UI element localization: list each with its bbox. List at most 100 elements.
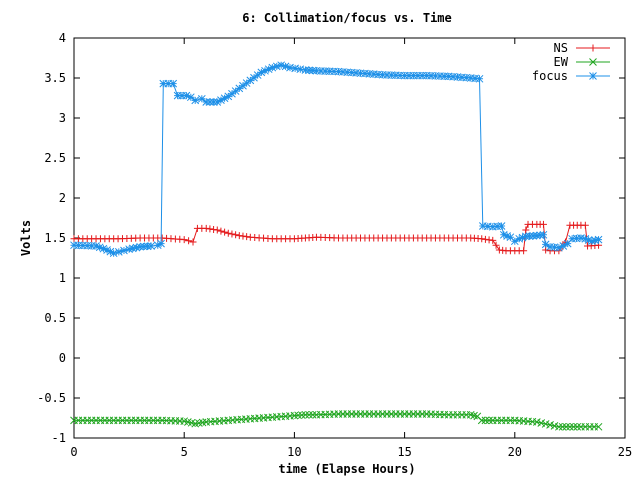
data-point <box>503 232 511 240</box>
data-point <box>305 66 313 75</box>
data-point <box>489 236 497 244</box>
data-point <box>206 225 214 233</box>
data-point <box>558 422 567 431</box>
legend-marker <box>589 58 597 66</box>
data-point <box>147 242 155 250</box>
data-point <box>581 234 590 243</box>
data-point <box>264 65 273 74</box>
data-point <box>321 67 330 75</box>
y-tick-label: 3 <box>59 111 66 125</box>
data-point <box>312 66 321 75</box>
data-point <box>493 222 502 231</box>
data-point <box>485 236 493 244</box>
chart-title: 6: Collimation/focus vs. Time <box>242 11 452 25</box>
data-point <box>453 73 462 81</box>
data-point <box>541 240 550 249</box>
data-point <box>221 228 229 236</box>
data-point <box>250 73 258 82</box>
legend-marker <box>589 44 597 52</box>
x-axis-label: time (Elapse Hours) <box>278 462 415 476</box>
x-tick-label: 0 <box>70 445 77 459</box>
data-point <box>481 416 490 425</box>
data-point <box>462 73 471 82</box>
data-point <box>525 232 534 240</box>
series-line-focus <box>73 64 599 254</box>
data-point <box>478 222 487 230</box>
data-point <box>339 68 347 76</box>
data-point <box>577 234 585 242</box>
data-point <box>529 232 538 240</box>
data-point <box>343 68 352 77</box>
data-point <box>277 61 286 70</box>
data-point <box>471 74 479 83</box>
data-point <box>387 71 396 79</box>
x-tick-label: 5 <box>181 445 188 459</box>
data-point <box>305 410 313 419</box>
data-point <box>224 229 232 237</box>
data-point <box>253 71 262 79</box>
data-point <box>296 65 305 74</box>
data-point <box>481 235 489 243</box>
data-point <box>369 70 378 79</box>
data-point <box>297 411 306 419</box>
data-point <box>139 242 148 251</box>
data-point <box>232 231 240 239</box>
data-point <box>330 67 338 76</box>
data-point <box>427 71 435 80</box>
data-point <box>197 94 206 103</box>
data-point <box>87 241 96 250</box>
data-point <box>281 62 290 71</box>
data-point <box>231 87 240 95</box>
data-point <box>449 72 457 81</box>
data-point <box>128 244 137 253</box>
data-point <box>169 79 178 88</box>
data-point <box>458 73 466 82</box>
data-point <box>180 236 188 244</box>
data-point <box>422 71 431 80</box>
data-point <box>566 422 574 431</box>
series-focus <box>70 61 603 258</box>
data-point <box>92 242 100 250</box>
data-point <box>153 241 162 250</box>
data-point <box>477 416 486 425</box>
data-point <box>431 72 440 80</box>
data-point <box>518 233 527 242</box>
data-point <box>478 235 486 243</box>
data-point <box>99 244 108 253</box>
data-point <box>213 226 221 234</box>
y-tick-label: 0.5 <box>44 311 66 325</box>
data-point <box>546 242 554 251</box>
x-tick-label: 20 <box>508 445 522 459</box>
data-point <box>488 222 497 231</box>
data-point <box>103 246 111 254</box>
data-point <box>125 245 133 254</box>
data-point <box>391 71 400 80</box>
y-tick-label: 1 <box>59 271 66 285</box>
x-tick-label: 15 <box>397 445 411 459</box>
data-point <box>186 93 195 102</box>
data-point <box>316 67 325 75</box>
data-point <box>239 232 247 240</box>
data-point <box>159 79 168 88</box>
data-point <box>189 238 197 246</box>
data-point <box>272 62 281 71</box>
data-point <box>261 66 269 75</box>
data-point <box>173 91 182 100</box>
y-tick-label: 0 <box>59 351 66 365</box>
data-point <box>291 64 299 73</box>
data-point <box>132 243 141 252</box>
data-point <box>202 224 210 232</box>
data-point <box>591 236 600 245</box>
y-axis: -1 -0.5 0 0.5 1 1.5 2 2.5 3 3.5 4 <box>37 31 625 445</box>
data-point <box>550 243 559 252</box>
series-layer <box>70 61 603 431</box>
data-point <box>539 230 548 239</box>
data-point <box>492 241 500 249</box>
y-axis-label: Volts <box>19 220 33 256</box>
data-point <box>485 416 493 425</box>
data-point <box>220 94 229 103</box>
data-point <box>466 74 475 82</box>
data-point <box>515 234 524 243</box>
data-point <box>325 67 334 76</box>
data-point <box>70 241 78 250</box>
